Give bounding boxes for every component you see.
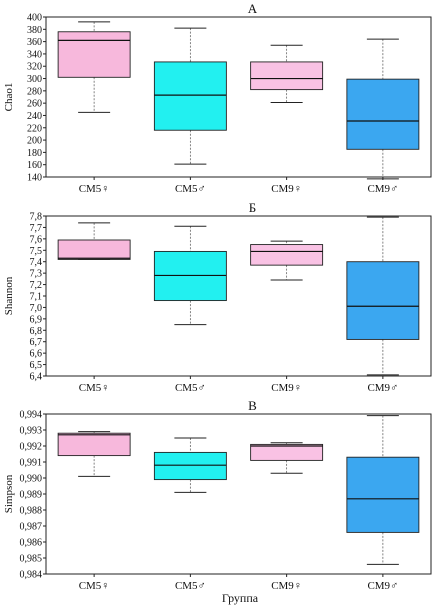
x-tick-label: CM5♂ [175,580,206,592]
y-tick-label: 6,5 [30,360,43,371]
y-tick-label: 7,4 [30,257,43,268]
x-tick-label: CM5♀ [79,580,110,592]
y-tick-label: 240 [27,111,42,122]
y-tick-label: 0,990 [20,474,43,485]
y-tick-label: 6,6 [30,349,43,360]
box-3 [250,244,324,266]
x-tick-label: CM9♀ [271,580,302,592]
y-tick-label: 380 [27,25,42,36]
y-tick-label: 7,5 [30,246,43,257]
y-tick-label: 400 [27,13,42,24]
y-tick-label: 340 [27,49,42,60]
y-tick-label: 7,2 [30,280,43,291]
box-2 [153,61,227,131]
x-axis-label: Группа [222,591,259,605]
y-tick-label: 0,984 [20,570,43,581]
y-tick-label: 320 [27,62,42,73]
y-tick-label: 6,4 [30,372,43,383]
y-tick-label: 7,0 [30,303,43,314]
chart-title: В [248,398,257,413]
y-tick-label: 280 [27,86,42,97]
plot-frame [45,16,432,178]
y-tick-label: 0,989 [20,490,43,501]
y-tick-label: 300 [27,74,42,85]
x-tick-label: CM5♀ [79,183,110,195]
y-axis-label: Chao1 [3,83,15,112]
y-tick-label: 0,985 [20,554,43,565]
box-1 [57,432,131,457]
x-tick-label: CM5♂ [175,382,206,394]
x-tick-label: CM9♀ [271,382,302,394]
chart-panel-1: АChao11401601802002202402602803003203403… [3,1,432,195]
box-3 [250,443,324,461]
y-tick-label: 360 [27,37,42,48]
y-tick-label: 7,7 [30,223,43,234]
y-tick-label: 0,991 [20,458,43,469]
y-tick-label: 0,993 [20,426,43,437]
chart-title: А [248,1,258,16]
x-tick-label: CM5♀ [79,382,110,394]
y-axis-label: Shannon [3,276,15,315]
x-tick-label: CM9♂ [367,580,398,592]
x-tick-label: CM5♂ [175,183,206,195]
y-tick-label: 0,986 [20,538,43,549]
chart-panel-2: БShannon6,46,56,66,76,86,97,07,17,27,37,… [3,200,432,394]
y-tick-label: 6,9 [30,314,43,325]
x-tick-label: CM9♂ [367,183,398,195]
y-tick-label: 7,6 [30,234,43,245]
y-tick-label: 0,987 [20,522,43,533]
x-tick-label: CM9♀ [271,183,302,195]
box-1 [57,239,131,260]
y-tick-label: 0,994 [20,410,43,421]
box-2 [153,451,227,481]
chart-title: Б [249,200,256,215]
x-tick-label: CM9♂ [367,382,398,394]
chart-panel-3: В Simpson 0,984 0,985 0,986 0,987 0,988 0,989 0,… [3,398,432,592]
y-tick-label: 7,3 [30,269,43,280]
box-4 [346,261,420,340]
y-tick-label: 220 [27,123,42,134]
y-tick-label: 6,8 [30,326,43,337]
y-tick-label: 0,988 [20,506,43,517]
y-tick-label: 7,8 [30,212,43,223]
y-tick-label: 160 [27,160,42,171]
y-tick-label: 140 [27,173,42,184]
box-4 [346,78,420,150]
y-tick-label: 260 [27,99,42,110]
y-tick-label: 200 [27,136,42,147]
y-tick-label: 6,7 [30,337,43,348]
y-tick-label: 0,992 [20,442,43,453]
y-tick-label: 7,1 [30,292,43,303]
y-axis-label: Simpson [3,474,15,513]
y-tick-label: 180 [27,148,42,159]
box-1 [57,31,131,78]
box-4 [346,456,420,533]
box-3 [250,61,324,91]
